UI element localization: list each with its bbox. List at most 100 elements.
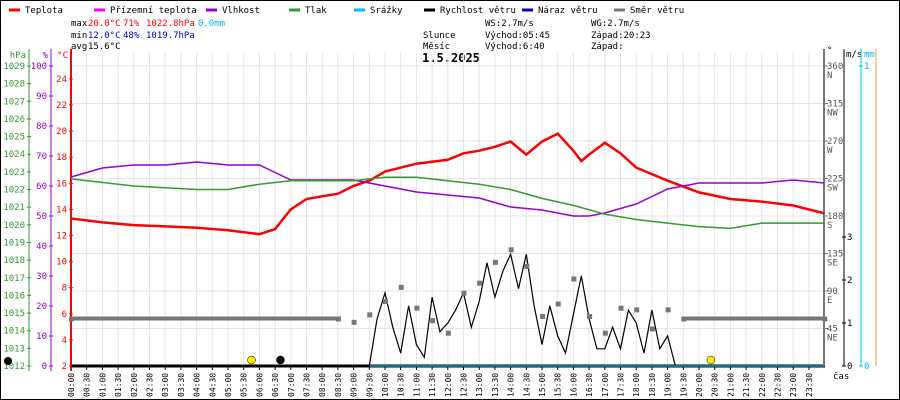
x-tick-label: 03:00 (161, 373, 170, 397)
stat-min-hum: 48% (123, 31, 140, 41)
temperature-tick-label: 14 (56, 205, 67, 215)
pressure-tick-label: 1012 (3, 362, 25, 372)
pressure-tick-label: 1017 (3, 274, 25, 284)
direction-tick-label: 135 (827, 250, 843, 260)
direction-tick-name: W (827, 146, 833, 156)
x-tick-label: 18:00 (632, 373, 641, 397)
x-tick-label: 13:30 (491, 373, 500, 397)
wind-direction-point (555, 301, 561, 307)
x-tick-label: 08:30 (334, 373, 343, 397)
x-tick-label: 21:00 (726, 373, 735, 397)
temperature-tick-label: 10 (56, 258, 67, 268)
pressure-tick-label: 1023 (3, 168, 25, 178)
temperature-tick-label: 2 (62, 362, 67, 372)
direction-tick-label: 180 (827, 212, 843, 222)
x-tick-label: 23:30 (805, 373, 814, 397)
direction-tick-label: 315 (827, 100, 843, 110)
wind-direction-point (367, 312, 373, 318)
direction-tick-label: 90 (827, 287, 838, 297)
pressure-tick-label: 1015 (3, 309, 25, 319)
x-tick-label: 10:00 (381, 373, 390, 397)
chart-title: 1.5.2025 (422, 51, 480, 65)
direction-tick-label: 360 (827, 62, 843, 72)
stat-min-label: min (71, 31, 87, 41)
x-tick-label: 06:30 (271, 373, 280, 397)
humidity-axis-unit: % (43, 51, 49, 61)
x-tick-label: 22:30 (774, 373, 783, 397)
temperature-tick-label: 8 (62, 284, 67, 294)
x-tick-label: 11:30 (428, 373, 437, 397)
x-tick-label: 20:30 (711, 373, 720, 397)
direction-tick-name: NE (827, 334, 838, 344)
wind-direction-point (587, 314, 593, 319)
x-tick-label: 17:30 (617, 373, 626, 397)
direction-tick-name: N (827, 71, 832, 81)
temperature-axis-unit: °C (57, 51, 68, 61)
pressure-axis-unit: hPa (10, 51, 26, 61)
sunset-marker (706, 355, 716, 365)
pressure-tick-label: 1013 (3, 344, 25, 354)
astro-sunrise: Východ:05:45 (485, 31, 550, 41)
direction-tick-label: 270 (827, 137, 843, 147)
x-tick-label: 05:00 (224, 373, 233, 397)
x-tick-label: 15:00 (538, 373, 547, 397)
rain-tick-label: 1 (864, 62, 869, 72)
pressure-tick-label: 1024 (3, 150, 25, 160)
wind-direction-point (540, 314, 545, 319)
x-tick-label: 11:00 (412, 373, 421, 397)
x-tick-label: 17:00 (601, 373, 610, 397)
humidity-tick-label: 80 (36, 122, 47, 132)
x-tick-label: 01:00 (98, 373, 107, 397)
stat-max-hum: 71% (123, 19, 140, 29)
humidity-tick-label: 20 (36, 302, 47, 312)
sunrise-marker (247, 355, 256, 365)
x-tick-label: 14:00 (507, 373, 516, 397)
temperature-tick-label: 16 (56, 179, 67, 189)
temperature-tick-label: 18 (56, 153, 67, 163)
humidity-tick-label: 10 (36, 332, 47, 342)
astro-sunset: Západ:20:23 (591, 31, 651, 41)
x-tick-label: 04:00 (193, 373, 202, 397)
wind-tick-label: 3 (847, 233, 852, 243)
pressure-tick-label: 1029 (3, 62, 25, 72)
x-tick-label: 02:00 (130, 373, 139, 397)
x-tick-label: 07:30 (303, 373, 312, 397)
wind-tick-label: 2 (847, 276, 852, 286)
series-vlhkost-line (70, 161, 825, 217)
pressure-tick-label: 1021 (3, 203, 25, 213)
direction-tick-name: E (827, 296, 832, 306)
direction-tick-name: NW (827, 109, 838, 119)
legend-label: Teplota (25, 6, 63, 16)
moon-marker (4, 357, 12, 365)
x-tick-label: 04:30 (208, 373, 217, 397)
temperature-tick-label: 22 (56, 101, 67, 111)
humidity-tick-label: 50 (36, 212, 47, 222)
x-tick-label: 16:30 (585, 373, 594, 397)
legend-label: Srážky (370, 6, 403, 16)
wind-axis-unit: m/s (846, 50, 862, 60)
stat-avg-label: avg (71, 42, 87, 52)
pressure-tick-label: 1026 (3, 115, 25, 125)
x-tick-label: 15:30 (554, 373, 563, 397)
x-tick-label: 05:30 (240, 373, 249, 397)
legend-label: Tlak (305, 6, 327, 16)
temperature-tick-label: 6 (62, 310, 67, 320)
stat-max-press: 1022.8hPa (146, 19, 195, 29)
direction-tick-name: S (827, 221, 832, 231)
x-tick-label: 09:00 (350, 373, 359, 397)
legend-label: Směr větru (630, 6, 684, 16)
temperature-tick-label: 12 (56, 232, 67, 242)
legend-label: Rychlost větru (440, 6, 516, 16)
direction-tick-label: 45 (827, 325, 838, 335)
humidity-tick-label: 70 (36, 152, 47, 162)
humidity-tick-label: 100 (31, 62, 47, 72)
legend-label: Náraz větru (538, 6, 598, 16)
x-tick-label: 06:00 (255, 373, 264, 397)
x-tick-label: 00:30 (83, 373, 92, 397)
wind-tick-label: 0 (847, 362, 852, 372)
temperature-tick-label: 24 (56, 75, 67, 85)
x-tick-label: 08:00 (318, 373, 327, 397)
wind-direction-point (461, 290, 467, 296)
